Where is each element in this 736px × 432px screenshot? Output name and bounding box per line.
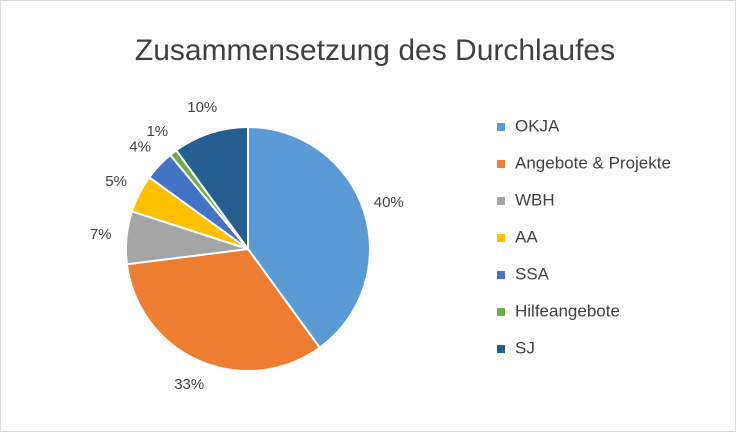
legend-label: AA: [515, 227, 538, 246]
pie-slice: [125, 247, 322, 372]
data-label: 33%: [174, 376, 204, 393]
data-label: 7%: [90, 226, 112, 243]
legend-label: SJ: [515, 338, 535, 357]
legend-swatch: [497, 160, 505, 168]
pie-slice: [247, 125, 371, 350]
data-label: 10%: [187, 99, 217, 116]
legend-swatch: [497, 234, 505, 242]
legend-swatch: [497, 345, 505, 353]
legend-label: Angebote & Projekte: [515, 153, 671, 172]
legend-swatch: [497, 197, 505, 205]
data-label: 40%: [374, 194, 404, 211]
pie-slice: [174, 125, 249, 253]
legend-label: WBH: [515, 190, 555, 209]
legend-label: OKJA: [515, 116, 560, 135]
data-label: 4%: [129, 139, 151, 156]
legend-swatch: [497, 308, 505, 316]
data-label: 5%: [105, 173, 127, 190]
legend-label: Hilfeangebote: [515, 301, 620, 320]
data-label: 1%: [146, 123, 168, 140]
legend-label: SSA: [515, 264, 550, 283]
legend-swatch: [497, 271, 505, 279]
legend-swatch: [497, 123, 505, 131]
chart-title: Zusammensetzung des Durchlaufes: [135, 34, 615, 67]
